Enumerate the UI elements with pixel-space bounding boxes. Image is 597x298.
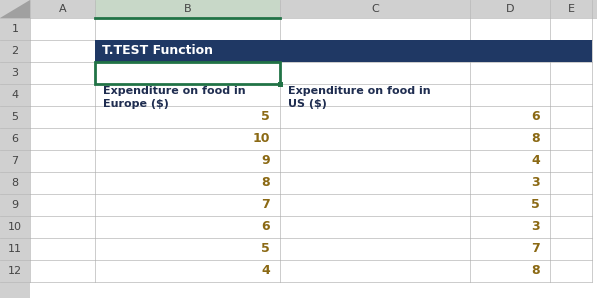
Text: 10: 10: [8, 222, 22, 232]
Text: Expenditure on food in
Europe ($): Expenditure on food in Europe ($): [103, 86, 245, 109]
Text: 11: 11: [8, 244, 22, 254]
Bar: [278, 81, 282, 86]
Text: 9: 9: [11, 200, 19, 210]
Text: 5: 5: [11, 112, 19, 122]
Bar: [95, 62, 280, 84]
Text: B: B: [184, 4, 191, 14]
Text: 4: 4: [531, 154, 540, 167]
Bar: [0, 0, 30, 18]
Text: 6: 6: [531, 111, 540, 123]
Text: 4: 4: [11, 90, 19, 100]
Bar: [0, 18, 30, 40]
Text: 3: 3: [531, 221, 540, 234]
Bar: [0, 260, 30, 282]
Text: 2: 2: [11, 46, 19, 56]
Bar: [0, 128, 30, 150]
Text: 6: 6: [11, 134, 19, 144]
Text: 6: 6: [261, 221, 270, 234]
Bar: [0, 194, 30, 216]
Bar: [95, 0, 280, 18]
Text: T.TEST Function: T.TEST Function: [102, 44, 213, 58]
Text: D: D: [506, 4, 514, 14]
Text: 5: 5: [261, 243, 270, 255]
Text: 7: 7: [261, 198, 270, 212]
Bar: [0, 0, 597, 18]
Bar: [0, 62, 30, 84]
Bar: [95, 62, 280, 84]
Bar: [0, 238, 30, 260]
Text: A: A: [59, 4, 66, 14]
Text: 3: 3: [531, 176, 540, 190]
Text: C: C: [371, 4, 379, 14]
Bar: [0, 150, 30, 172]
Bar: [0, 0, 30, 298]
Text: 10: 10: [253, 133, 270, 145]
Polygon shape: [0, 0, 30, 18]
Bar: [95, 40, 592, 62]
Text: 8: 8: [531, 265, 540, 277]
Text: 5: 5: [531, 198, 540, 212]
Text: 12: 12: [8, 266, 22, 276]
Text: 4: 4: [261, 265, 270, 277]
Bar: [0, 172, 30, 194]
Text: 8: 8: [531, 133, 540, 145]
Bar: [0, 40, 30, 62]
Text: 5: 5: [261, 111, 270, 123]
Text: Expenditure on food in
US ($): Expenditure on food in US ($): [288, 86, 430, 109]
Bar: [0, 84, 30, 106]
Text: 8: 8: [11, 178, 19, 188]
Bar: [0, 106, 30, 128]
Text: 7: 7: [11, 156, 19, 166]
Text: 3: 3: [11, 68, 19, 78]
Text: 9: 9: [261, 154, 270, 167]
Bar: [0, 216, 30, 238]
Text: E: E: [568, 4, 574, 14]
Text: 1: 1: [11, 24, 19, 34]
Text: 7: 7: [531, 243, 540, 255]
Text: 8: 8: [261, 176, 270, 190]
